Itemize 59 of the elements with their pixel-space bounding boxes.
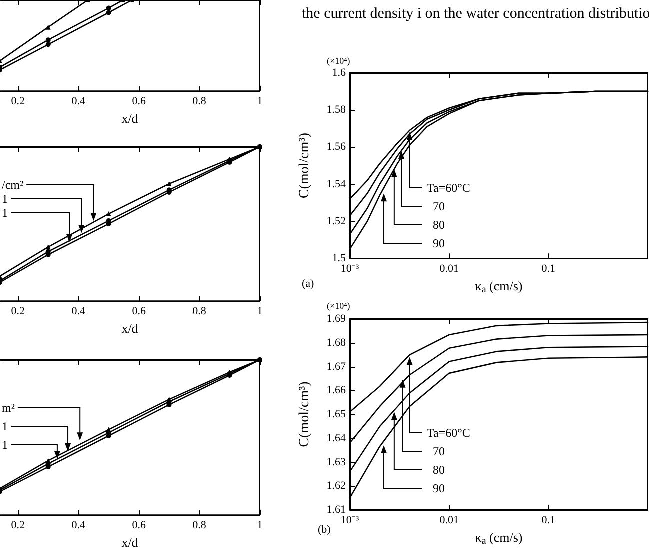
x-tick-label: 1 <box>257 96 263 108</box>
x-tick-label: 10⁻³ <box>340 514 360 526</box>
y-tick-label: 1.5 <box>332 252 346 265</box>
x-tick-label: 0.2 <box>11 520 26 532</box>
annotation: m² <box>2 401 16 415</box>
x-tick-label: 0.8 <box>192 520 207 532</box>
x-tick-label: 0.01 <box>440 514 459 526</box>
y-tick-label: 1.58 <box>326 104 346 116</box>
x-tick-label: 0.6 <box>132 96 146 108</box>
x-tick-label: 0.6 <box>132 306 146 318</box>
x-tick-label: 0.1 <box>542 263 556 276</box>
annotation: 70 <box>433 444 445 458</box>
x-tick-label: 0.01 <box>440 263 459 276</box>
annotation: 80 <box>433 218 445 232</box>
x-tick-label: 0.8 <box>192 306 207 318</box>
x-tick-label: 1 <box>257 520 263 532</box>
x-axis-title: x/d <box>122 321 139 336</box>
x-axis-title: x/d <box>122 535 139 550</box>
x-tick-label: 0.4 <box>72 520 86 532</box>
annotation: 1 <box>2 438 8 452</box>
y-axis-title: C(mol/cm³) <box>298 132 312 199</box>
y-tick-label: 1.69 <box>326 313 346 325</box>
annotation: 70 <box>433 200 445 214</box>
y-tick-label: 1.64 <box>326 432 346 444</box>
annotation: Ta=60°C <box>427 181 470 195</box>
x-tick-label: 0.2 <box>11 96 26 108</box>
y-tick-label: 1.56 <box>326 141 346 154</box>
text: (×10⁴) <box>327 301 350 311</box>
annotation: 90 <box>433 482 445 496</box>
annotation: 90 <box>433 236 445 250</box>
x-tick-label: 0.6 <box>132 520 146 532</box>
x-tick-label: 0.4 <box>72 96 86 108</box>
y-tick-label: 1.68 <box>326 336 346 349</box>
y-tick-label: 1.62 <box>326 480 346 492</box>
annotation: Ta=60°C <box>427 426 470 440</box>
y-tick-label: 1.54 <box>326 178 346 190</box>
text: (×10⁴) <box>327 56 350 66</box>
annotation: /cm² <box>2 178 24 192</box>
x-tick-label: 0.8 <box>192 96 207 108</box>
y-tick-label: 1.6 <box>332 67 346 79</box>
x-tick-label: 0.2 <box>11 306 26 318</box>
annotation: 1 <box>2 192 8 206</box>
y-tick-label: 1.67 <box>326 360 346 373</box>
y-tick-label: 1.61 <box>326 504 346 516</box>
x-tick-label: 0.4 <box>72 306 86 318</box>
annotation: 1 <box>2 206 8 220</box>
x-axis-title: x/d <box>122 111 139 126</box>
text: (b) <box>318 524 331 536</box>
y-tick-label: 1.52 <box>326 215 346 228</box>
annotation: 80 <box>433 463 445 477</box>
y-tick-label: 1.63 <box>326 456 346 468</box>
y-tick-label: 1.65 <box>326 408 346 420</box>
y-axis-title: C(mol/cm³) <box>298 381 312 448</box>
x-tick-label: 0.1 <box>542 514 556 526</box>
x-tick-label: 10⁻³ <box>340 263 360 276</box>
text: (a) <box>302 278 314 290</box>
y-tick-label: 1.66 <box>326 384 346 397</box>
annotation: 1 <box>2 420 8 434</box>
x-tick-label: 1 <box>257 306 263 318</box>
